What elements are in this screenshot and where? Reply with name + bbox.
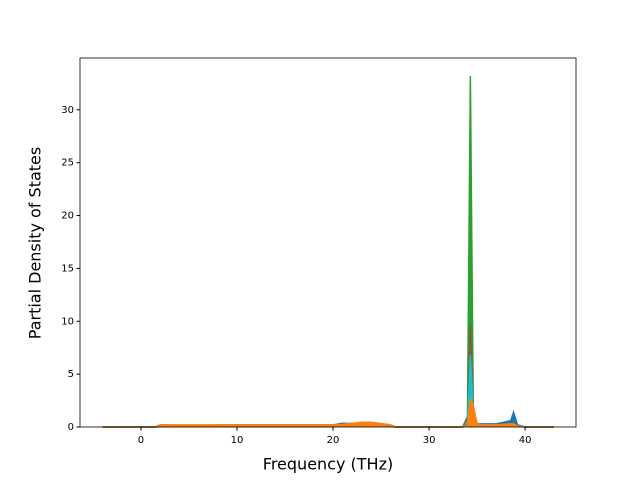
x-tick-label: 40 [519,435,532,446]
y-tick-label: 5 [68,369,74,380]
y-tick-label: 0 [68,422,74,433]
y-tick-label: 25 [61,158,74,169]
area [102,355,554,428]
plot-frame [79,57,577,428]
x-tick-label: 0 [138,435,144,446]
x-axis-label: Frequency (THz) [263,455,393,474]
x-tick-label: 10 [231,435,244,446]
area [102,75,554,428]
x-tick-label: 30 [423,435,436,446]
area [102,398,554,428]
y-tick-label: 20 [61,211,74,222]
y-axis-label: Partial Density of States [26,147,45,339]
y-tick-label: 10 [61,316,74,327]
y-tick-label: 30 [61,105,74,116]
x-tick-label: 20 [327,435,340,446]
area [102,325,554,428]
y-tick-label: 15 [61,263,74,274]
